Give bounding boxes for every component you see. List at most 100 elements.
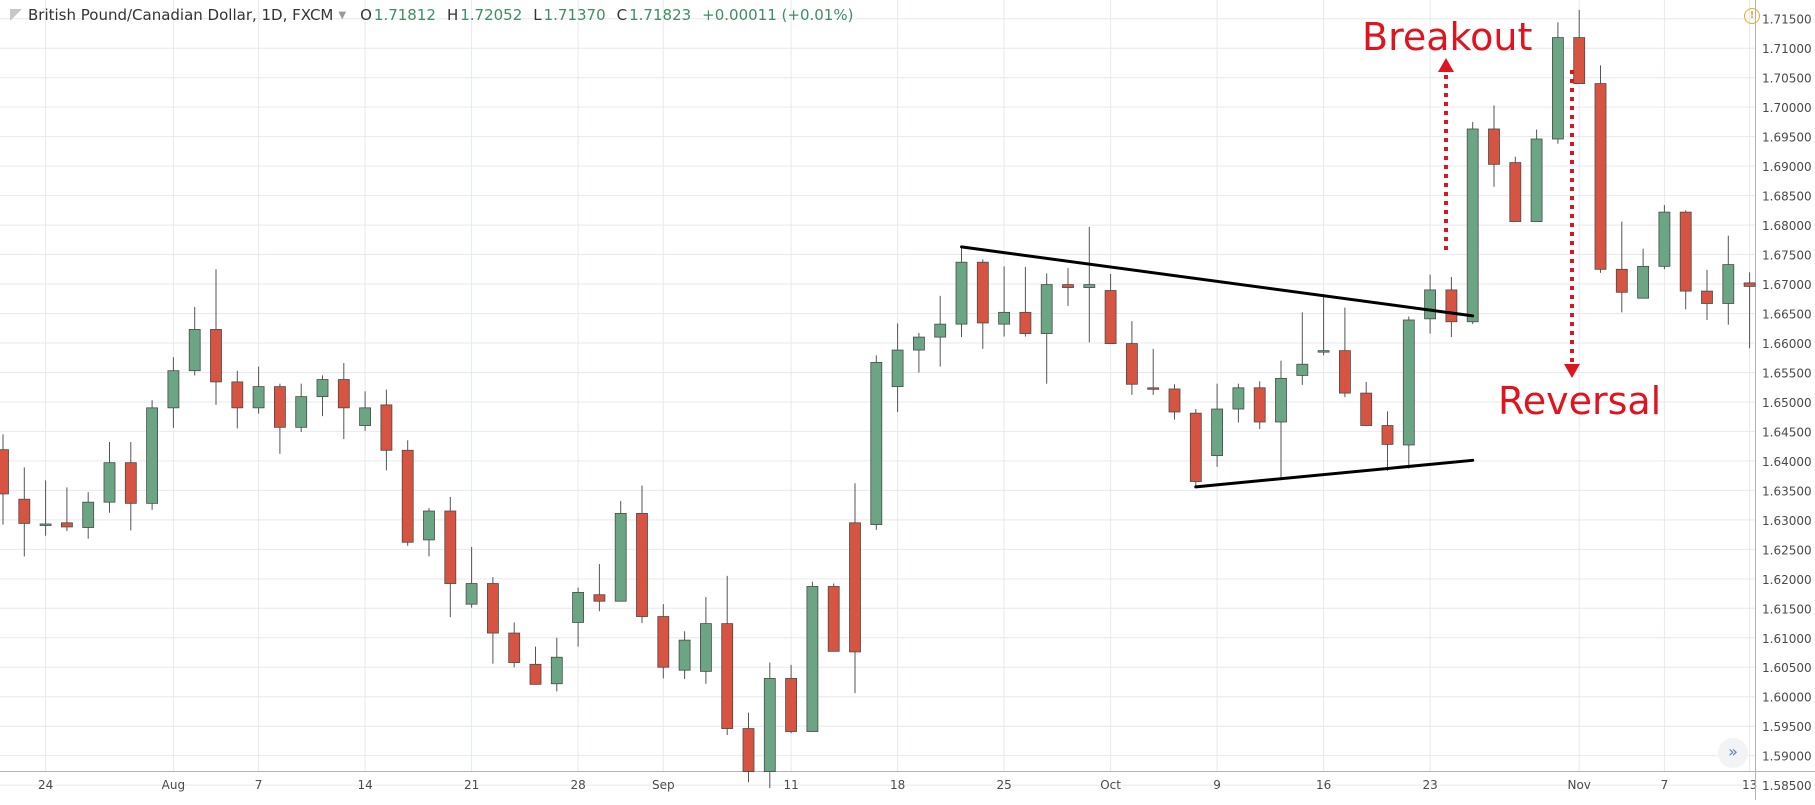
candle-up	[423, 510, 435, 541]
candle-down	[742, 728, 755, 772]
date-tick-label: Aug	[162, 778, 185, 792]
candle-up	[1232, 387, 1245, 410]
candle-up	[1552, 37, 1564, 140]
candle-down	[1615, 268, 1628, 293]
candle-up	[252, 386, 265, 409]
scroll-to-latest-button[interactable]: »	[1718, 738, 1748, 768]
trendline	[1194, 458, 1475, 489]
candle-down	[486, 583, 499, 634]
price-tick-label: 1.67500	[1762, 249, 1812, 263]
breakout-arrow-head	[1438, 58, 1454, 72]
candle-down	[827, 586, 840, 652]
price-tick-label: 1.65000	[1762, 396, 1812, 410]
date-tick-label: 24	[38, 778, 53, 792]
candle-up	[998, 311, 1010, 325]
high-label: H	[446, 6, 459, 24]
date-tick-label: 28	[570, 778, 585, 792]
candle-up	[1424, 289, 1436, 320]
candle-up	[700, 623, 712, 672]
candle-up	[316, 379, 329, 398]
candle-up	[39, 523, 52, 526]
candle-down	[210, 329, 222, 383]
reversal-annotation: Reversal	[1498, 379, 1661, 423]
date-tick-label: 16	[1316, 778, 1331, 792]
candle-down	[1594, 83, 1607, 270]
candle-down	[18, 498, 31, 524]
date-tick-label: 7	[1661, 778, 1669, 792]
date-tick-label: 23	[1422, 778, 1437, 792]
candle-down	[1189, 412, 1202, 482]
open-value: 1.71812	[373, 6, 436, 24]
candle-down	[1062, 284, 1074, 288]
symbol-dropdown-icon[interactable]: ▼	[338, 9, 347, 21]
collapse-legend-icon[interactable]	[10, 9, 22, 21]
candle-up	[870, 362, 883, 525]
price-tick-label: 1.68000	[1762, 219, 1812, 233]
candle-down	[1019, 311, 1032, 334]
candle-down	[1104, 290, 1117, 344]
candle-up	[1296, 363, 1309, 376]
candle-down	[380, 404, 393, 451]
candle-down	[529, 663, 542, 685]
candle-up	[1402, 319, 1415, 446]
price-tick-label: 1.59000	[1762, 750, 1812, 764]
candle-up	[1530, 138, 1543, 222]
candle-up	[188, 329, 201, 372]
candle-down	[785, 678, 797, 732]
candle-down	[1126, 343, 1138, 385]
breakout-annotation: Breakout	[1362, 15, 1532, 59]
candle-down	[1445, 289, 1458, 323]
candle-up	[891, 349, 904, 388]
candle-up	[763, 678, 776, 772]
candle-down	[508, 632, 521, 663]
price-tick-label: 1.65500	[1762, 366, 1812, 380]
candle-up	[1722, 264, 1735, 304]
price-tick-label: 1.61000	[1762, 632, 1812, 646]
candle-down	[124, 462, 137, 504]
candle-up	[913, 336, 925, 351]
price-tick-label: 1.63000	[1762, 514, 1812, 528]
price-tick-label: 1.71500	[1762, 13, 1812, 27]
low-value: 1.71370	[543, 6, 606, 24]
candle-up	[1211, 408, 1223, 456]
symbol-title[interactable]: British Pound/Canadian Dollar, 1D, FXCM	[28, 6, 334, 24]
price-tick-label: 1.66500	[1762, 308, 1812, 322]
candle-down	[273, 386, 286, 428]
price-tick-label: 1.71000	[1762, 42, 1812, 56]
close-value: 1.71823	[629, 6, 692, 24]
price-tick-label: 1.63500	[1762, 484, 1812, 498]
price-tick-label: 1.70500	[1762, 72, 1812, 86]
warning-icon[interactable]: !	[1744, 8, 1760, 24]
candle-up	[1083, 284, 1096, 288]
price-tick-label: 1.61500	[1762, 602, 1812, 616]
price-tick-label: 1.69000	[1762, 160, 1812, 174]
candle-down	[1168, 388, 1181, 413]
candle-up	[955, 261, 968, 325]
date-tick-label: 21	[464, 778, 479, 792]
candle-up	[550, 656, 563, 685]
candle-down	[337, 379, 350, 409]
price-tick-label: 1.66000	[1762, 337, 1812, 351]
candle-down	[1147, 387, 1160, 390]
date-tick-label: 9	[1213, 778, 1221, 792]
candle-up	[146, 407, 159, 504]
price-tick-label: 1.68500	[1762, 190, 1812, 204]
low-label: L	[533, 6, 542, 24]
candle-down	[849, 522, 861, 653]
change-value: +0.00011 (+0.01%)	[702, 6, 854, 24]
candle-up	[465, 583, 478, 605]
candle-down	[61, 522, 73, 528]
candle-down	[1253, 387, 1266, 423]
candle-up	[295, 396, 308, 428]
candle-down	[231, 381, 244, 409]
candle-up	[1637, 265, 1649, 299]
price-tick-label: 1.58500	[1762, 779, 1812, 793]
open-label: O	[360, 6, 372, 24]
price-tick-label: 1.60000	[1762, 691, 1812, 705]
candle-down	[721, 623, 734, 729]
candle-up	[1466, 128, 1479, 323]
close-label: C	[616, 6, 628, 24]
candle-down	[1701, 290, 1713, 304]
